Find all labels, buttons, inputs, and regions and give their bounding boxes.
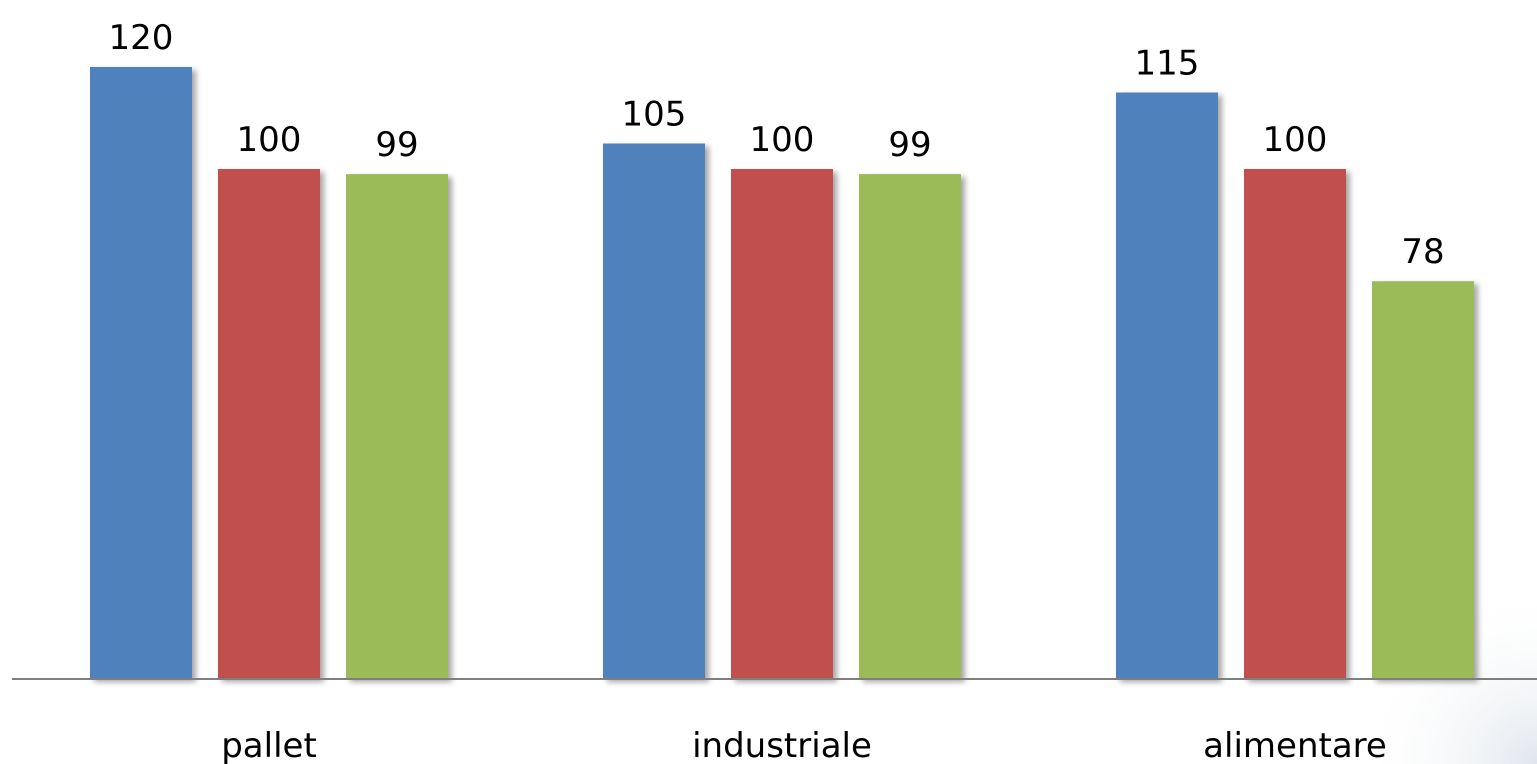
- category-labels-layer: pallet industriale alimentare: [221, 726, 1387, 764]
- bar-alimentare-series-2: [1244, 169, 1346, 679]
- bar-pallet-series-1: [90, 67, 192, 679]
- data-label-alimentare-series-2: 100: [1263, 120, 1328, 160]
- data-label-pallet-series-3: 99: [375, 125, 418, 165]
- data-label-pallet-series-1: 120: [109, 18, 174, 58]
- data-label-industriale-series-2: 100: [750, 120, 815, 160]
- category-label-pallet: pallet: [221, 726, 317, 764]
- bar-pallet-series-3: [346, 174, 448, 679]
- bar-alimentare-series-1: [1116, 92, 1218, 679]
- bar-industriale-series-3: [859, 174, 961, 679]
- data-label-pallet-series-2: 100: [237, 120, 302, 160]
- data-label-alimentare-series-3: 78: [1401, 232, 1444, 272]
- category-label-alimentare: alimentare: [1203, 726, 1387, 764]
- bar-industriale-series-2: [731, 169, 833, 679]
- bar-alimentare-series-3: [1372, 281, 1474, 679]
- data-label-industriale-series-1: 105: [622, 95, 687, 135]
- category-label-industriale: industriale: [692, 726, 872, 764]
- data-label-industriale-series-3: 99: [888, 125, 931, 165]
- bar-pallet-series-2: [218, 169, 320, 679]
- data-label-alimentare-series-1: 115: [1135, 44, 1200, 84]
- bars-layer: [90, 67, 1474, 679]
- bar-industriale-series-1: [603, 143, 705, 679]
- value-labels-layer: 120 100 99 105 100 99 115 100 78: [109, 18, 1445, 272]
